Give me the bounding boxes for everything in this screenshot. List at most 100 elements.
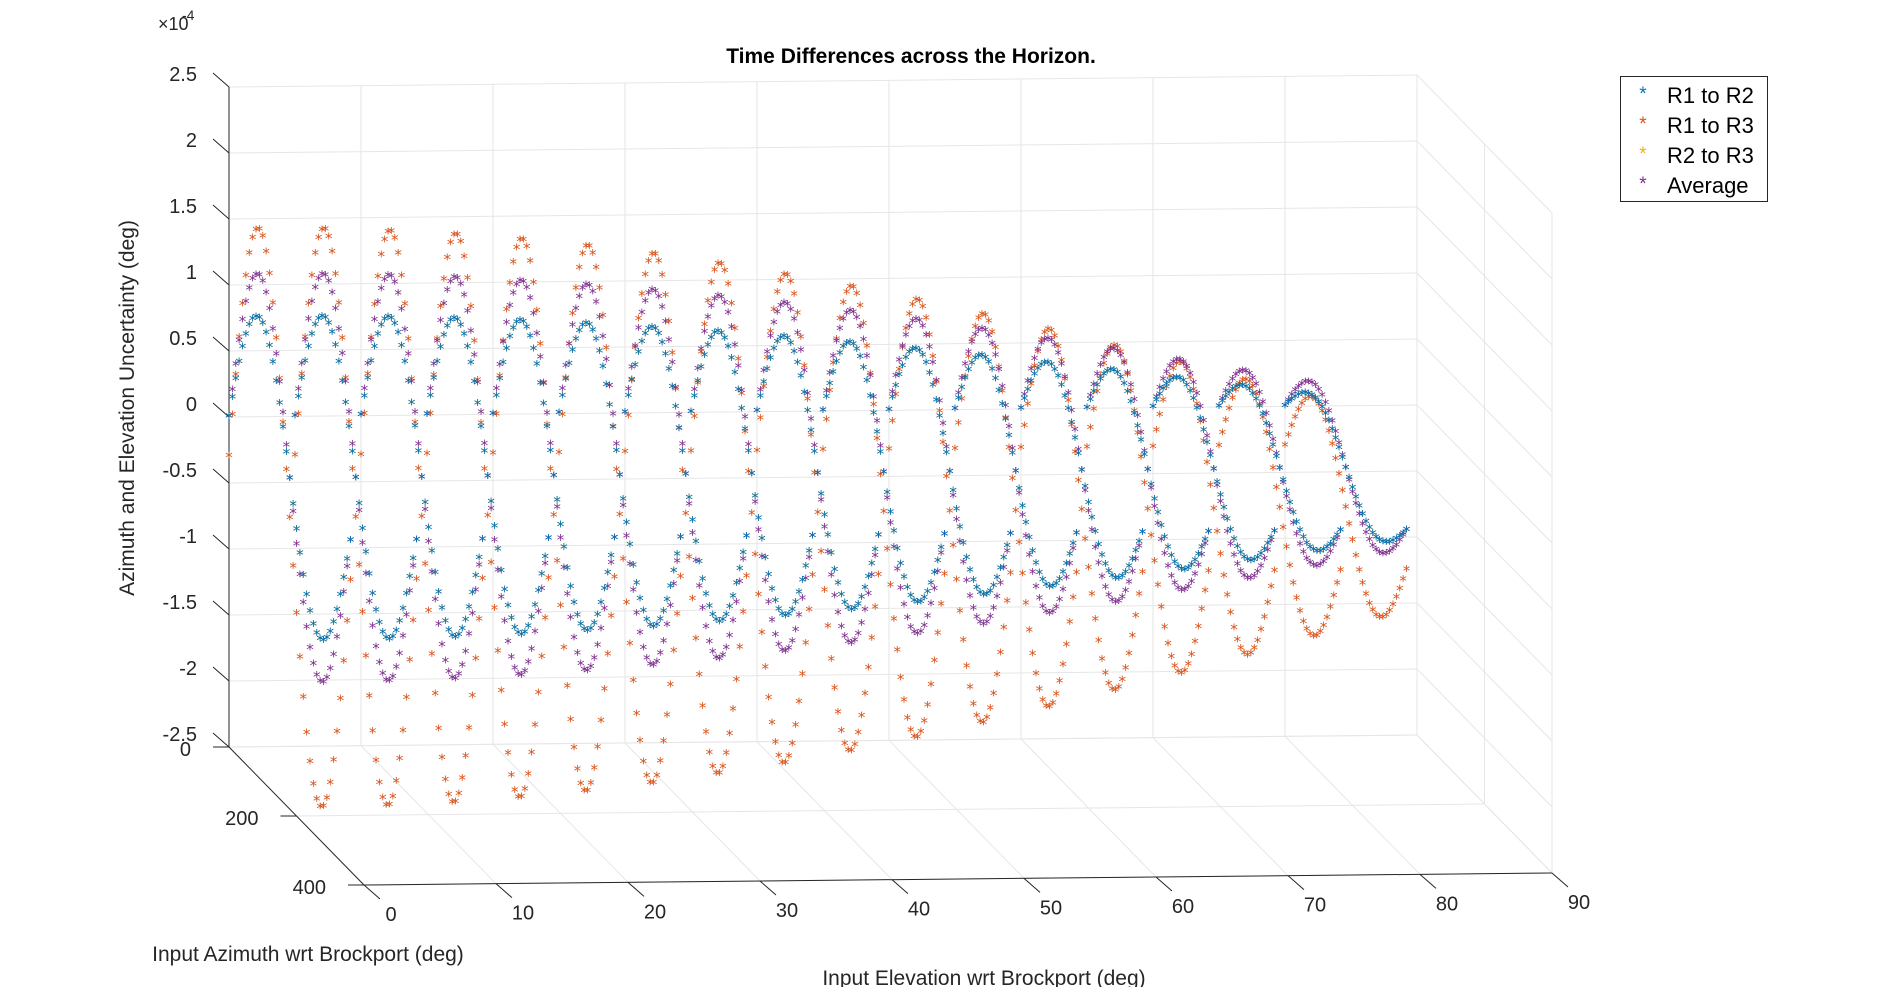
- data-point: *: [1190, 392, 1198, 410]
- data-point: *: [394, 286, 402, 304]
- data-point: *: [753, 404, 761, 422]
- data-point: *: [454, 227, 462, 245]
- data-point: *: [767, 351, 775, 369]
- data-point: *: [660, 604, 668, 622]
- data-point: *: [403, 587, 411, 605]
- data-point: *: [533, 357, 541, 375]
- data-point: *: [1022, 515, 1030, 533]
- data-point: *: [1124, 385, 1132, 403]
- data-point: *: [1197, 411, 1205, 429]
- data-point: *: [345, 419, 353, 437]
- data-point: *: [762, 660, 770, 678]
- data-point: *: [1102, 580, 1110, 598]
- data-point: *: [814, 466, 822, 484]
- data-point: *: [1068, 418, 1076, 436]
- data-point: *: [513, 240, 521, 258]
- data-point: *: [613, 444, 621, 462]
- data-point: *: [1032, 556, 1040, 574]
- data-point: *: [949, 484, 957, 502]
- data-point: *: [731, 365, 739, 383]
- data-point: *: [528, 642, 536, 660]
- data-point: *: [592, 332, 600, 350]
- data-point: *: [794, 326, 802, 344]
- data-point: *: [914, 627, 922, 645]
- data-point: *: [1068, 403, 1076, 421]
- data-point: *: [828, 546, 836, 564]
- data-point: *: [508, 611, 516, 629]
- data-point: *: [1198, 602, 1206, 620]
- data-point: *: [718, 326, 726, 344]
- x-tick-label: 40: [908, 899, 930, 921]
- data-point: *: [1342, 500, 1350, 518]
- data-point: *: [1007, 527, 1015, 545]
- data-point: *: [545, 571, 553, 589]
- data-point: *: [1195, 547, 1203, 565]
- data-point: *: [572, 332, 580, 350]
- data-point: *: [1053, 577, 1061, 595]
- data-point: *: [1227, 537, 1235, 555]
- data-point: *: [850, 280, 858, 298]
- data-point: *: [541, 550, 549, 568]
- data-point: *: [804, 404, 812, 422]
- data-point: *: [870, 390, 878, 408]
- data-point: *: [235, 355, 243, 373]
- data-point: *: [1081, 479, 1089, 497]
- data-point: *: [941, 527, 949, 545]
- data-point: *: [1305, 374, 1313, 392]
- data-point: *: [454, 312, 462, 330]
- data-point: *: [824, 528, 832, 546]
- data-point: *: [943, 445, 951, 463]
- data-point: *: [1296, 523, 1304, 541]
- data-point: *: [562, 371, 570, 389]
- data-point: *: [611, 531, 619, 549]
- data-point: *: [1122, 565, 1130, 583]
- z-tick-mark: [212, 600, 230, 616]
- data-point: *: [987, 584, 995, 602]
- data-point: *: [939, 427, 947, 445]
- data-point: *: [978, 321, 986, 339]
- data-point: *: [440, 328, 448, 346]
- data-point: *: [510, 286, 518, 304]
- data-point: *: [917, 624, 925, 642]
- data-point: *: [983, 587, 991, 605]
- data-point: *: [1342, 460, 1350, 478]
- data-point: *: [256, 311, 264, 329]
- data-point: *: [894, 541, 902, 559]
- data-point: *: [339, 374, 347, 392]
- data-point: *: [1315, 395, 1323, 413]
- data-point: *: [1291, 383, 1299, 401]
- data-point: *: [1017, 401, 1025, 419]
- data-point: *: [1396, 533, 1404, 551]
- data-point: *: [498, 564, 506, 582]
- data-point: *: [1170, 355, 1178, 373]
- data-point: *: [1049, 605, 1057, 623]
- data-point: *: [557, 599, 565, 617]
- data-point: *: [1261, 610, 1269, 628]
- data-point: *: [702, 725, 710, 743]
- data-point: *: [1054, 339, 1062, 357]
- data-point: *: [1188, 647, 1196, 665]
- data-point: *: [739, 552, 747, 570]
- data-point: *: [883, 542, 891, 560]
- data-point: *: [1291, 389, 1299, 407]
- data-point: *: [646, 776, 654, 794]
- data-point: *: [347, 533, 355, 551]
- data-point: *: [748, 466, 756, 484]
- data-point: *: [846, 335, 854, 353]
- data-point: *: [1247, 646, 1255, 664]
- data-point: *: [526, 329, 534, 347]
- data-point: *: [685, 550, 693, 568]
- data-point: *: [306, 641, 314, 659]
- data-point: *: [572, 332, 580, 350]
- data-point: *: [642, 294, 650, 312]
- data-point: *: [936, 404, 944, 422]
- z-tick-label: -0.5: [163, 460, 197, 482]
- legend-label: R2 to R3: [1667, 143, 1754, 168]
- data-point: *: [467, 356, 475, 374]
- data-point: *: [1032, 579, 1040, 597]
- data-point: *: [249, 272, 257, 290]
- data-point: *: [325, 316, 333, 334]
- data-point: *: [1396, 529, 1404, 547]
- data-point: *: [1105, 564, 1113, 582]
- data-point: *: [491, 601, 499, 619]
